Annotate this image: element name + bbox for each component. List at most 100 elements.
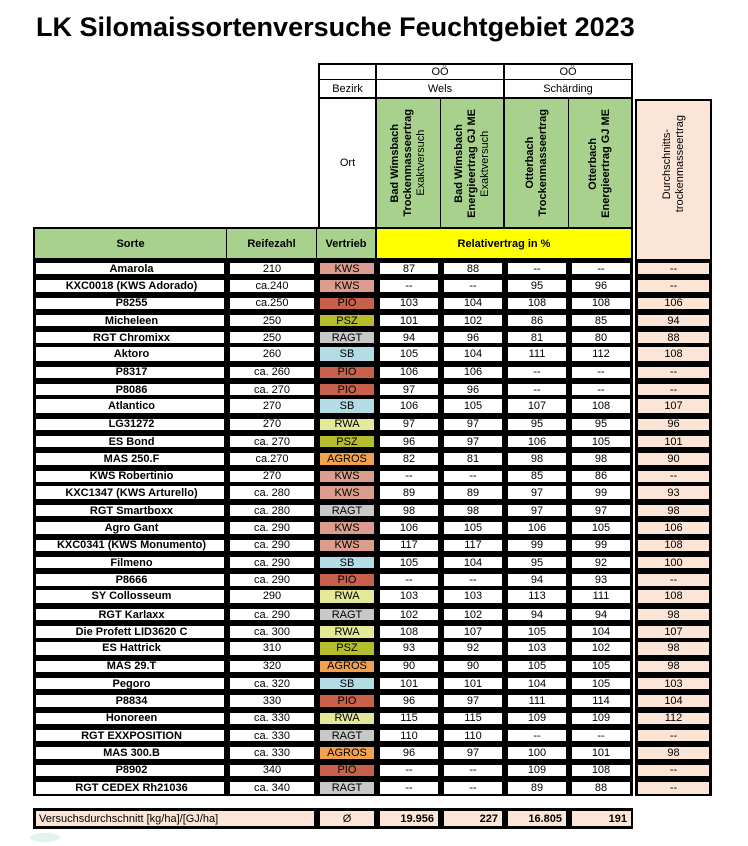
value-cell: 89: [377, 484, 441, 503]
average-cell: --: [635, 381, 712, 399]
table-row: RGT Smartboxx ca. 280 RAGT 98 98 97 97 98: [33, 502, 712, 520]
table-row: KXC0018 (KWS Adorado) ca.240 KWS -- -- 95 96 --: [33, 277, 712, 295]
table-row: Aktoro 260 SB 105 104 111 112 108: [33, 346, 712, 364]
value-cell: 97: [441, 415, 505, 433]
site-column-label: Bad Wimsbach Trockenmasseertrag Exaktversu…: [389, 109, 427, 217]
value-cell: 93: [569, 571, 633, 589]
value-cell: 96: [441, 381, 505, 399]
table-row: P8086 ca. 270 PIO 97 96 -- -- --: [33, 381, 712, 399]
value-cell: --: [377, 277, 441, 295]
value-cell: --: [441, 277, 505, 295]
average-cell: 101: [635, 432, 712, 451]
site-column-label: Otterbach Energieertrag GJ ME: [587, 108, 612, 218]
value-cell: 81: [441, 450, 505, 468]
value-cell: 110: [441, 727, 505, 745]
value-cell: 100: [505, 744, 569, 762]
average-cell: 98: [635, 502, 712, 520]
value-cell: 102: [441, 605, 505, 624]
value-cell: --: [441, 761, 505, 779]
average-cell: 100: [635, 554, 712, 572]
value-cell: 98: [377, 502, 441, 520]
average-cell: 106: [635, 294, 712, 312]
table-row: RGT CEDEX Rh21036 ca. 340 RAGT -- -- 89 88 --: [33, 778, 712, 797]
district-header-row: Bezirk Wels Schärding: [318, 80, 633, 99]
table-row: P8317 ca. 260 PIO 106 106 -- -- --: [33, 363, 712, 382]
corner-cell: [318, 63, 377, 80]
region-cell: OÖ: [377, 63, 505, 80]
value-cell: 94: [505, 605, 569, 624]
vertrieb-cell: KWS: [317, 519, 377, 537]
value-cell: 106: [377, 398, 441, 416]
average-cell: 103: [635, 675, 712, 693]
value-cell: 105: [569, 432, 633, 451]
value-cell: 85: [569, 311, 633, 330]
table-row: MAS 29.T 320 AGROS 90 90 105 105 98: [33, 657, 712, 676]
value-cell: 97: [569, 502, 633, 520]
value-cell: 109: [569, 709, 633, 728]
vertrieb-cell: RWA: [317, 623, 377, 641]
table-row: LG31272 270 RWA 97 97 95 95 96: [33, 415, 712, 433]
sorte-cell: Pegoro: [33, 675, 227, 693]
sorte-cell: KXC0341 (KWS Monumento): [33, 536, 227, 555]
value-cell: 88: [441, 260, 505, 278]
site-column-headers: Bad Wimsbach Trockenmasseertrag Exaktversu…: [377, 99, 633, 227]
value-cell: 101: [569, 744, 633, 762]
table-row: P8255 ca.250 PIO 103 104 108 108 106: [33, 294, 712, 312]
table-row: Honoreen ca. 330 RWA 115 115 109 109 112: [33, 709, 712, 728]
value-cell: 117: [441, 536, 505, 555]
site-column-header: Otterbach Trockenmasseertrag: [505, 99, 569, 227]
value-cell: 105: [377, 346, 441, 364]
reifezahl-cell: 320: [227, 657, 317, 676]
vertrieb-cell: RAGT: [317, 778, 377, 797]
table-row: Pegoro ca. 320 SB 101 101 104 105 103: [33, 675, 712, 693]
reifezahl-cell: ca. 290: [227, 519, 317, 537]
reifezahl-header: Reifezahl: [227, 227, 317, 260]
reifezahl-cell: 250: [227, 329, 317, 347]
vertrieb-cell: PIO: [317, 294, 377, 312]
ort-label-cell: Ort: [318, 99, 377, 227]
value-cell: 104: [441, 554, 505, 572]
value-cell: --: [377, 571, 441, 589]
footer-value: 16.805: [505, 808, 569, 829]
vertrieb-cell: PSZ: [317, 640, 377, 658]
value-cell: 108: [569, 398, 633, 416]
column-header-row: Sorte Reifezahl Vertrieb Relativertrag i…: [33, 227, 712, 260]
vertrieb-header: Vertrieb: [317, 227, 377, 260]
site-column-header: Bad Wimsbach Energieertrag GJ ME Exaktvers…: [441, 99, 505, 227]
value-cell: 99: [505, 536, 569, 555]
average-cell: --: [635, 277, 712, 295]
value-cell: 92: [441, 640, 505, 658]
reifezahl-cell: ca. 290: [227, 605, 317, 624]
sorte-cell: MAS 250.F: [33, 450, 227, 468]
average-cell: 93: [635, 484, 712, 503]
value-cell: --: [441, 571, 505, 589]
value-cell: 109: [505, 761, 569, 779]
table-row: ES Bond ca. 270 PSZ 96 97 106 105 101: [33, 432, 712, 451]
vertrieb-cell: AGROS: [317, 657, 377, 676]
value-cell: 88: [569, 778, 633, 797]
district-header-box: OÖ OÖ Bezirk Wels Schärding: [318, 63, 633, 99]
value-cell: 108: [377, 623, 441, 641]
value-cell: --: [505, 381, 569, 399]
average-cell: --: [635, 571, 712, 589]
value-cell: 95: [505, 554, 569, 572]
sorte-cell: P8666: [33, 571, 227, 589]
region-cell: OÖ: [505, 63, 633, 80]
reifezahl-cell: 270: [227, 467, 317, 485]
sorte-cell: P8255: [33, 294, 227, 312]
table-row: SY Collosseum 290 RWA 103 103 113 111 108: [33, 588, 712, 606]
vertrieb-cell: KWS: [317, 467, 377, 485]
vertrieb-cell: KWS: [317, 260, 377, 278]
reifezahl-cell: 260: [227, 346, 317, 364]
reifezahl-cell: 270: [227, 415, 317, 433]
table-row: KWS Robertinio 270 KWS -- -- 85 86 --: [33, 467, 712, 485]
value-cell: 105: [505, 657, 569, 676]
sorte-cell: KXC0018 (KWS Adorado): [33, 277, 227, 295]
table-row: P8666 ca. 290 PIO -- -- 94 93 --: [33, 571, 712, 589]
sorte-header: Sorte: [33, 227, 227, 260]
sorte-cell: Micheleen: [33, 311, 227, 330]
value-cell: 105: [377, 554, 441, 572]
value-cell: 86: [505, 311, 569, 330]
value-cell: --: [377, 761, 441, 779]
average-cell: 107: [635, 398, 712, 416]
